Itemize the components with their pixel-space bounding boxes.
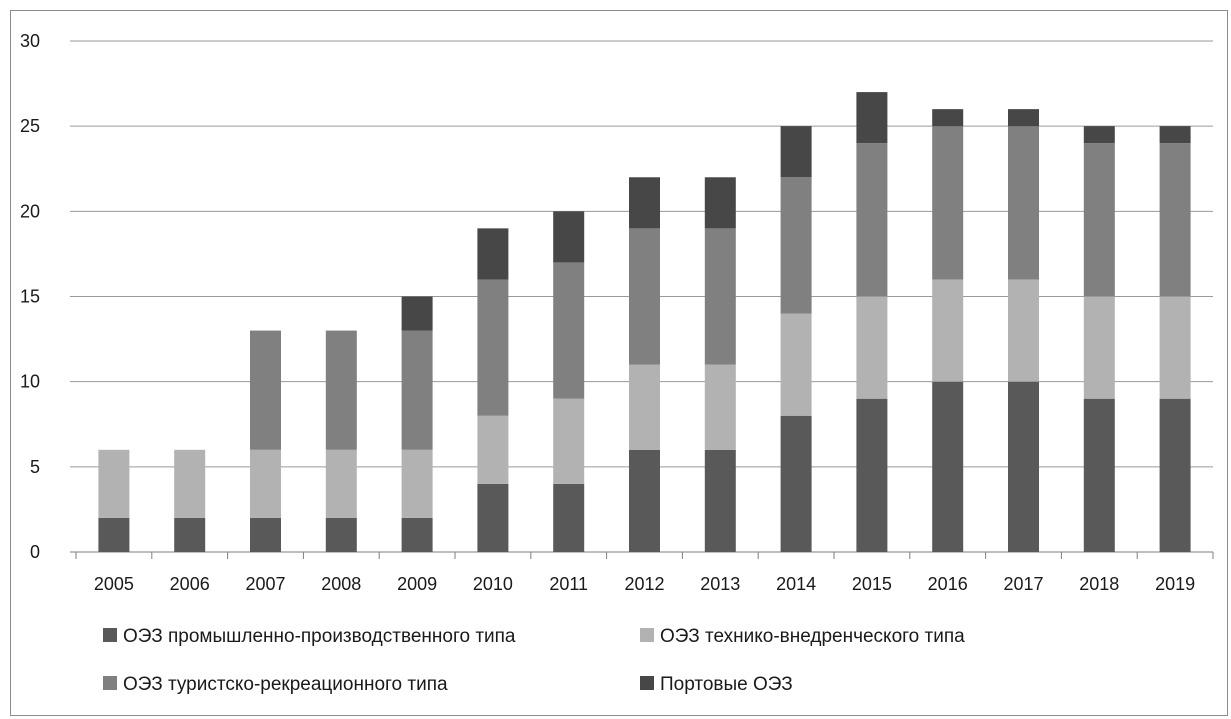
- bar-segment: [629, 364, 660, 450]
- bar-segment: [325, 330, 357, 450]
- x-tick-label: 2013: [700, 574, 740, 594]
- legend-label: Портовые ОЭЗ: [660, 674, 793, 695]
- legend-label: ОЭЗ промышленно-производственного типа: [123, 626, 516, 647]
- bar-segment: [174, 449, 206, 518]
- bar-segment: [629, 177, 660, 229]
- x-tick-label: 2019: [1155, 574, 1195, 594]
- legend-swatch: [640, 676, 654, 690]
- bar-segment: [856, 398, 888, 552]
- y-tick-label: 25: [20, 116, 40, 136]
- bar-segment: [1159, 143, 1191, 297]
- legend-label: ОЭЗ туристско-рекреационного типа: [123, 674, 448, 695]
- bar-segment: [1159, 398, 1191, 552]
- bar-segment: [780, 415, 812, 552]
- x-tick-label: 2018: [1079, 574, 1119, 594]
- y-tick-label: 30: [20, 31, 40, 51]
- x-tick-label: 2014: [776, 574, 816, 594]
- x-tick-label: 2010: [473, 574, 513, 594]
- bar-segment: [325, 517, 357, 552]
- legend-swatch: [103, 676, 117, 690]
- bar-segment: [1083, 296, 1115, 399]
- bar-segment: [250, 517, 281, 552]
- bar-segment: [174, 517, 206, 552]
- y-tick-label: 20: [20, 201, 40, 221]
- bar-segment: [553, 211, 585, 263]
- x-tick-label: 2005: [94, 574, 134, 594]
- bar-segment: [1159, 126, 1191, 144]
- bar-segment: [1008, 381, 1039, 552]
- bar-segment: [856, 92, 888, 144]
- bar-segment: [477, 228, 509, 280]
- bar-segment: [1083, 126, 1115, 144]
- bar-segment: [932, 126, 964, 280]
- bar-segment: [401, 330, 433, 450]
- bar-segment: [1083, 398, 1115, 552]
- bar-segment: [1159, 296, 1191, 399]
- x-tick-label: 2009: [397, 574, 437, 594]
- bar-segment: [98, 517, 130, 552]
- bars: [98, 92, 1191, 552]
- bar-segment: [1008, 279, 1039, 382]
- bar-segment: [1083, 143, 1115, 297]
- legend: ОЭЗ промышленно-производственного типа ОЭ…: [103, 626, 965, 695]
- bar-segment: [856, 296, 888, 399]
- y-tick-label: 15: [20, 287, 40, 307]
- x-tick-label: 2017: [1003, 574, 1043, 594]
- x-tick-label: 2016: [928, 574, 968, 594]
- bar-segment: [704, 364, 736, 450]
- bar-segment: [401, 517, 433, 552]
- y-tick-label: 0: [30, 542, 40, 562]
- legend-swatch: [103, 628, 117, 642]
- y-tick-label: 10: [20, 372, 40, 392]
- bar-segment: [401, 296, 433, 331]
- bar-segment: [325, 449, 357, 518]
- bar-segment: [477, 415, 509, 484]
- legend-label: ОЭЗ технико-внедренческого типа: [660, 626, 965, 647]
- bar-segment: [856, 143, 888, 297]
- x-tick-label: 2015: [852, 574, 892, 594]
- bar-segment: [704, 449, 736, 552]
- bar-segment: [704, 177, 736, 229]
- x-tick-label: 2006: [170, 574, 210, 594]
- y-tick-label: 5: [30, 457, 40, 477]
- bar-segment: [1008, 109, 1039, 127]
- bar-segment: [780, 126, 812, 178]
- bar-segment: [629, 449, 660, 552]
- x-tick-label: 2012: [624, 574, 664, 594]
- x-tick-label: 2008: [321, 574, 361, 594]
- x-axis: 2005 2006 2007 2008 2009 2010 2011 2012 2013 2014…: [75, 552, 1214, 594]
- x-tick-label: 2011: [549, 574, 588, 594]
- bar-segment: [250, 330, 281, 450]
- x-tick-label: 2007: [245, 574, 285, 594]
- bar-segment: [98, 449, 130, 518]
- bar-segment: [250, 449, 281, 518]
- bar-segment: [553, 483, 585, 552]
- bar-segment: [1008, 126, 1039, 280]
- bar-segment: [780, 177, 812, 314]
- bar-segment: [780, 313, 812, 416]
- legend-swatch: [640, 628, 654, 642]
- bar-segment: [704, 228, 736, 365]
- bar-segment: [932, 109, 964, 127]
- bar-segment: [477, 279, 509, 416]
- bar-segment: [629, 228, 660, 365]
- bar-segment: [932, 381, 964, 552]
- bar-segment: [553, 262, 585, 399]
- bar-segment: [553, 398, 585, 484]
- y-axis-ticks: 0 5 10 15 20 25 30: [20, 31, 40, 562]
- bar-segment: [401, 449, 433, 518]
- bar-segment: [932, 279, 964, 382]
- bar-segment: [477, 483, 509, 552]
